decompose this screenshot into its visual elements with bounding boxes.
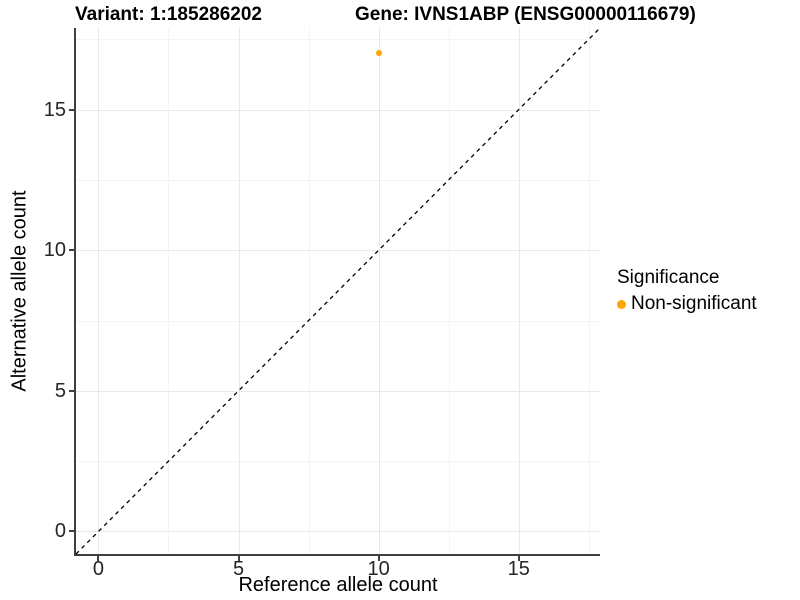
y-major-gridline bbox=[76, 109, 600, 111]
x-major-gridline bbox=[518, 28, 520, 554]
legend-item: Non-significant bbox=[617, 292, 757, 316]
x-minor-gridline bbox=[588, 28, 590, 554]
legend-item-label: Non-significant bbox=[631, 293, 757, 314]
x-minor-gridline bbox=[168, 28, 170, 554]
y-major-gridline bbox=[76, 250, 600, 252]
x-major-gridline bbox=[98, 28, 100, 554]
data-point bbox=[375, 50, 382, 57]
y-tick-label: 15 bbox=[43, 98, 66, 121]
y-tick-mark bbox=[69, 389, 74, 392]
legend-title: Significance bbox=[617, 267, 720, 288]
x-tick-mark bbox=[517, 556, 520, 561]
y-minor-gridline bbox=[76, 461, 600, 463]
y-tick-label: 5 bbox=[54, 379, 66, 402]
y-major-gridline bbox=[76, 390, 600, 392]
y-tick-label: 10 bbox=[43, 239, 66, 262]
x-tick-mark bbox=[237, 556, 240, 561]
y-minor-gridline bbox=[76, 320, 600, 322]
legend: Significance Non-significant bbox=[617, 266, 757, 316]
y-tick-mark bbox=[69, 530, 74, 533]
x-major-gridline bbox=[238, 28, 240, 554]
plot-title-variant: Variant: 1:185286202 bbox=[75, 4, 262, 25]
x-axis-title: Reference allele count bbox=[238, 574, 438, 596]
x-tick-mark bbox=[377, 556, 380, 561]
y-major-gridline bbox=[76, 531, 600, 533]
y-axis-title: Alternative allele count bbox=[8, 190, 31, 392]
y-axis-line bbox=[74, 28, 76, 556]
x-minor-gridline bbox=[448, 28, 450, 554]
y-tick-mark bbox=[69, 249, 74, 252]
y-tick-mark bbox=[69, 108, 74, 111]
y-tick-label: 0 bbox=[54, 520, 66, 543]
x-tick-label: 15 bbox=[507, 558, 530, 580]
plot-title-gene: Gene: IVNS1ABP (ENSG00000116679) bbox=[355, 4, 696, 25]
plot-panel: 0 5 10 15 0 5 10 15 bbox=[44, 27, 601, 580]
y-minor-gridline bbox=[76, 179, 600, 181]
identity-dashed-line bbox=[75, 27, 601, 555]
x-tick-label: 0 bbox=[92, 558, 104, 580]
x-tick-mark bbox=[97, 556, 100, 561]
x-tick-label: 5 bbox=[232, 558, 245, 580]
legend-point-icon bbox=[617, 299, 626, 309]
x-minor-gridline bbox=[308, 28, 310, 554]
x-tick-label: 10 bbox=[367, 558, 390, 580]
x-axis-line bbox=[74, 554, 600, 556]
x-major-gridline bbox=[378, 28, 380, 554]
y-minor-gridline bbox=[76, 39, 600, 41]
